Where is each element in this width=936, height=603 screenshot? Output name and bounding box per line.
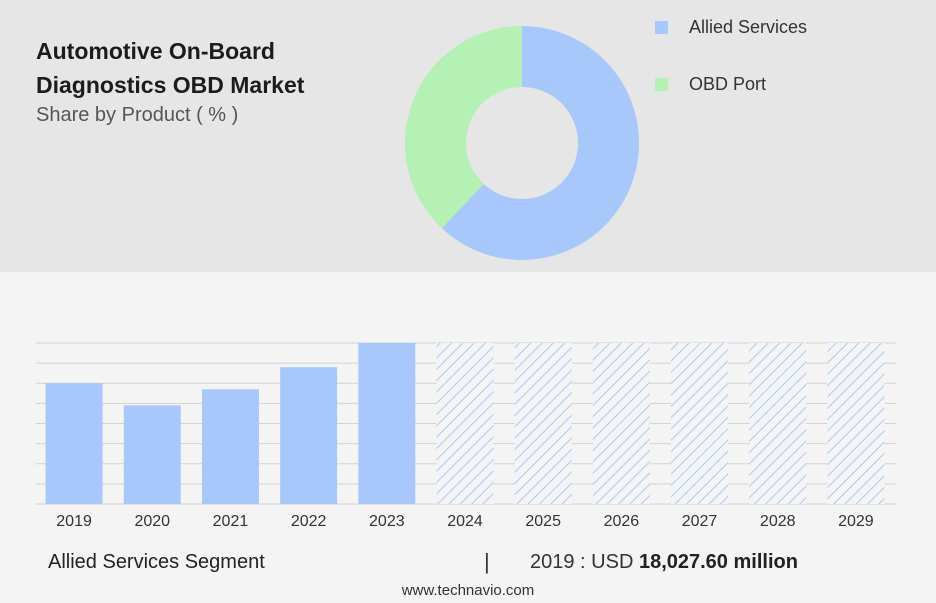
segment-stat-prefix: 2019 : USD — [530, 551, 634, 573]
donut-slice-allied-services — [441, 26, 639, 260]
chart-subtitle: Share by Product ( % ) — [36, 104, 239, 126]
x-tick-label-2025: 2025 — [525, 513, 561, 530]
x-tick-label-2020: 2020 — [134, 513, 170, 530]
x-tick-label-2024: 2024 — [447, 513, 483, 530]
x-tick-label-2026: 2026 — [604, 513, 640, 530]
forecast-bar-2029 — [827, 343, 885, 504]
x-tick-label-2022: 2022 — [291, 513, 327, 530]
forecast-bar-2028 — [749, 343, 807, 504]
source-link[interactable]: www.technavio.com — [401, 582, 535, 599]
bar-2019 — [45, 383, 103, 504]
forecast-bar-2026 — [592, 343, 650, 504]
segment-stat-value: 18,027.60 million — [638, 551, 798, 573]
segment-stat: 2019 : USD 18,027.60 million — [530, 551, 798, 574]
chart-title: Automotive On-Board Diagnostics OBD Mark… — [36, 38, 305, 98]
donut-chart — [405, 26, 639, 260]
bar-2021 — [201, 389, 259, 504]
x-tick-label-2021: 2021 — [213, 513, 249, 530]
segment-label: Allied Services Segment — [48, 551, 265, 573]
x-tick-label-2028: 2028 — [760, 513, 796, 530]
legend-swatch-obd-port — [655, 78, 668, 91]
bar-2023 — [358, 343, 416, 504]
bar-2022 — [280, 367, 338, 504]
forecast-bar-2027 — [671, 343, 729, 504]
legend-swatch-allied-services — [655, 21, 668, 34]
x-tick-label-2029: 2029 — [838, 513, 874, 530]
x-tick-label-2023: 2023 — [369, 513, 405, 530]
legend-label-obd-port: OBD Port — [689, 74, 767, 94]
donut-slice-obd-port — [405, 26, 522, 229]
bar-2020 — [123, 405, 181, 504]
legend-label-allied-services: Allied Services — [689, 17, 808, 37]
forecast-bar-2025 — [514, 343, 572, 504]
forecast-bar-2024 — [436, 343, 494, 504]
footer-separator: | — [484, 549, 490, 574]
bar-chart: 2019 2020 2021 2022 2023 2024 2025 2026 2027 2028… — [36, 342, 896, 530]
x-tick-label-2027: 2027 — [682, 513, 718, 530]
x-tick-label-2019: 2019 — [56, 513, 92, 530]
